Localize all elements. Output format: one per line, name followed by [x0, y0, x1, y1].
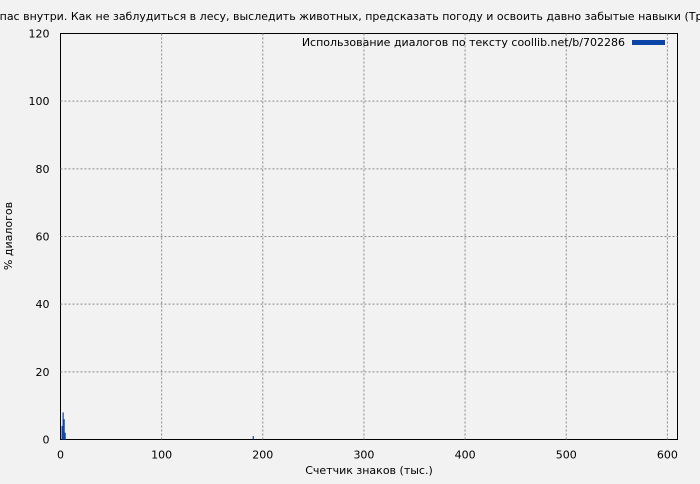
x-tick-label: 500	[556, 449, 577, 462]
x-tick-label: 200	[252, 449, 273, 462]
x-axis-label: Счетчик знаков (тыс.)	[305, 464, 433, 477]
bar	[252, 436, 254, 440]
chart-title: компас внутри. Как не заблудиться в лесу…	[0, 10, 700, 23]
legend-swatch	[632, 40, 665, 45]
bars	[61, 412, 254, 440]
y-axis-label: % диалогов	[2, 202, 15, 270]
y-tick-label: 80	[36, 163, 50, 176]
bar	[62, 412, 64, 440]
x-tick-label: 0	[57, 449, 64, 462]
grid	[60, 33, 678, 440]
y-tick-label: 120	[29, 28, 50, 41]
y-tick-label: 100	[29, 95, 50, 108]
bar	[63, 419, 65, 440]
x-tick-label: 300	[353, 449, 374, 462]
x-tick-label: 100	[151, 449, 172, 462]
y-tick-label: 0	[43, 434, 50, 447]
legend-label: Использование диалогов по тексту coollib…	[302, 36, 625, 49]
y-tick-label: 20	[36, 366, 50, 379]
x-tick-label: 400	[455, 449, 476, 462]
ticks: 0 100 200 300 400 500 600 0 20 40 60 80 100 120	[29, 28, 678, 462]
y-tick-label: 40	[36, 298, 50, 311]
bar	[64, 432, 66, 440]
bar	[61, 425, 63, 440]
x-tick-label: 600	[657, 449, 678, 462]
y-tick-label: 60	[36, 231, 50, 244]
